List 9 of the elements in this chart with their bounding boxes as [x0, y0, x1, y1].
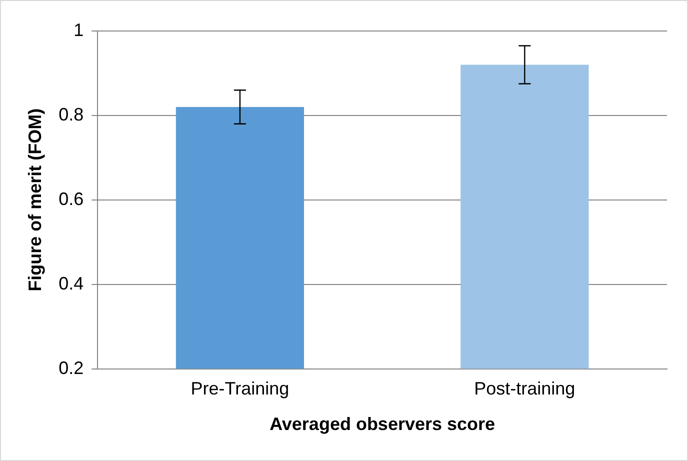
x-tick-label: Post-training	[474, 378, 576, 399]
y-tick-label: 0.2	[58, 358, 84, 378]
y-tick-label: 1	[74, 20, 84, 40]
y-tick-label: 0.8	[58, 104, 84, 124]
y-axis-title: Figure of merit (FOM)	[24, 108, 45, 292]
x-tick-label: Pre-Training	[190, 378, 290, 399]
x-axis-title: Averaged observers score	[270, 414, 496, 434]
y-tick-label: 0.4	[58, 273, 84, 294]
y-tick-label: 0.6	[58, 188, 84, 209]
